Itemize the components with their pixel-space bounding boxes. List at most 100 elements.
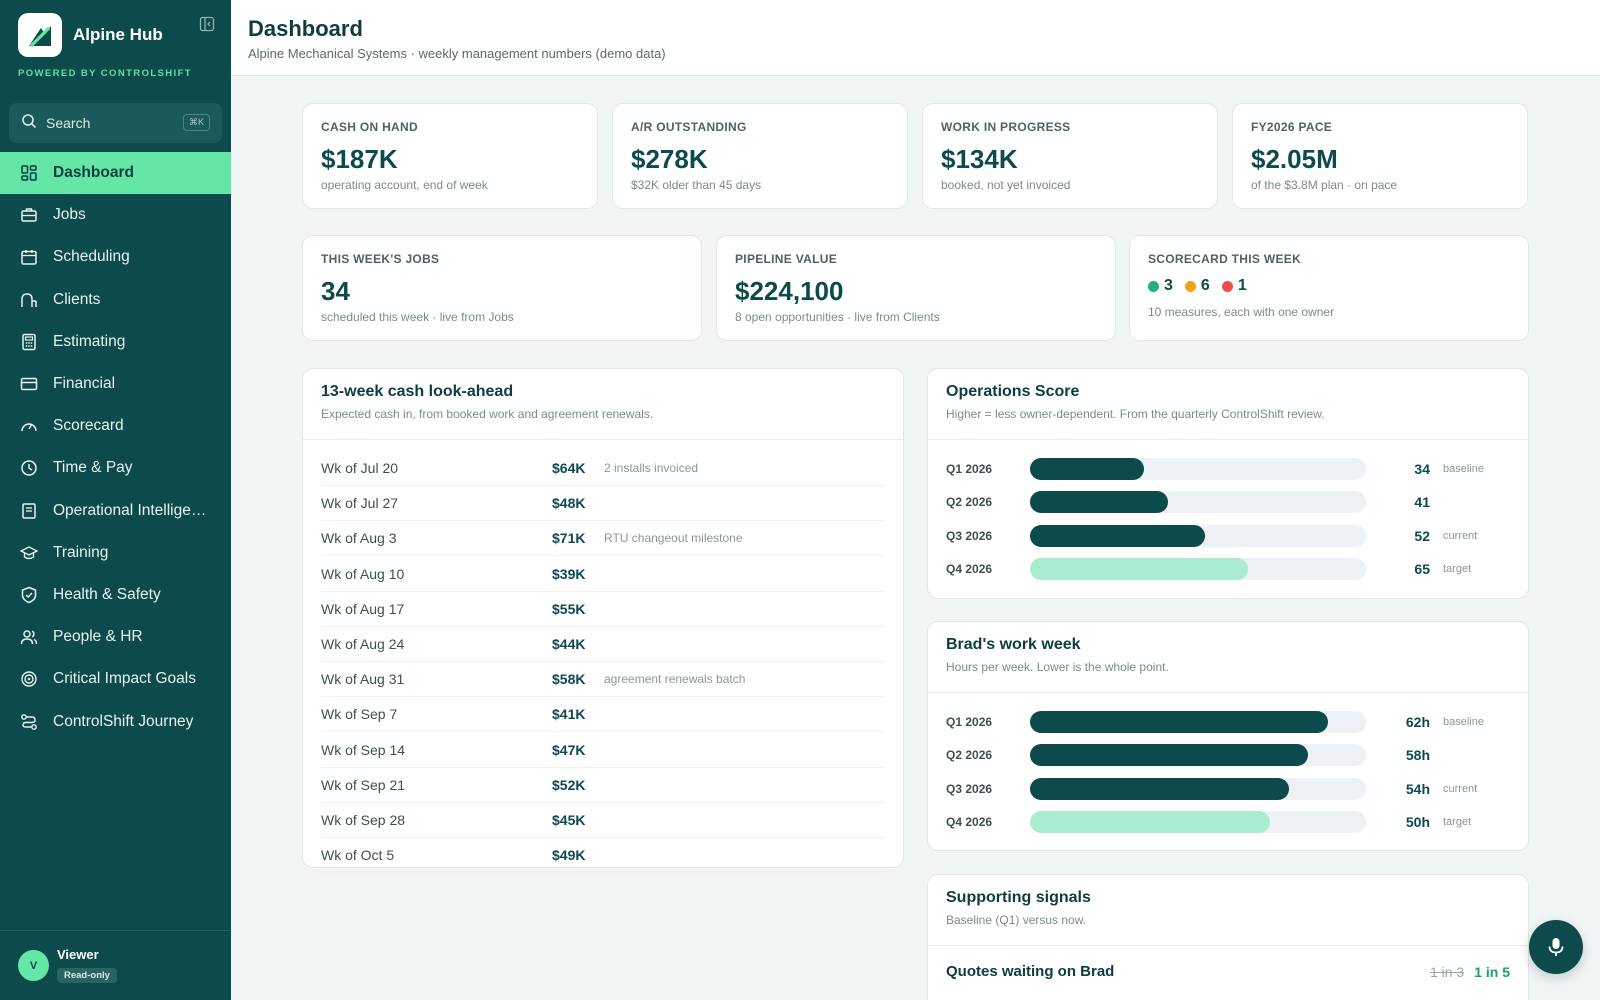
card-header: Brad's work week Hours per week. Lower i…: [946, 636, 1169, 674]
cash-note: RTU changeout milestone: [604, 531, 743, 546]
sidebar-item-critical-impact-goals[interactable]: Critical Impact Goals: [0, 658, 231, 700]
status-amber-count: 6: [1184, 277, 1210, 295]
cash-amount: $48K: [552, 495, 586, 512]
bar-track: [1030, 491, 1366, 514]
bar-row: Q2 2026 58h: [946, 743, 1516, 767]
target-icon: [21, 671, 37, 688]
kpi-label: CASH ON HAND: [321, 120, 418, 134]
table-row: Wk of Aug 3 $71K RTU changeout milestone: [321, 521, 885, 557]
kpi-value: $278K: [631, 144, 708, 174]
cash-amount: $64K: [552, 460, 586, 476]
sidebar-item-estimating[interactable]: Estimating: [0, 321, 231, 363]
kpi-fy2026-pace: FY2026 PACE $2.05M of the $3.8M plan · o…: [1232, 103, 1528, 209]
sidebar-item-label: Operational Intellige…: [53, 501, 207, 519]
clients-icon: [21, 292, 37, 307]
sidebar: Alpine Hub POWERED BY CONTROLSHIFT Searc…: [0, 0, 231, 1000]
bar-quarter-label: Q4 2026: [946, 814, 993, 829]
kpi-label: FY2026 PACE: [1251, 120, 1333, 134]
kpi-this-weeks-jobs: THIS WEEK'S JOBS 34 scheduled this week …: [302, 235, 702, 341]
kpi-value: $187K: [321, 144, 398, 174]
sidebar-item-training[interactable]: Training: [0, 532, 231, 574]
bar-value: 62h: [1405, 714, 1430, 730]
user-panel[interactable]: V Viewer Read-only: [0, 930, 231, 1000]
cash-amount: $47K: [552, 741, 586, 758]
search-input[interactable]: Search ⌘K: [9, 103, 222, 143]
app-name: Alpine Hub: [73, 25, 163, 44]
kpi-work-in-progress: WORK IN PROGRESS $134K booked, not yet i…: [922, 103, 1218, 209]
sidebar-item-scorecard[interactable]: Scorecard: [0, 405, 231, 447]
bar-row: Q2 2026 41: [946, 490, 1516, 514]
kpi-note: booked, not yet invoiced: [941, 178, 1071, 192]
table-row: Wk of Sep 14 $47K: [321, 733, 885, 768]
card-header: Supporting signals Baseline (Q1) versus …: [946, 889, 1091, 927]
cash-week: Wk of Sep 7: [321, 706, 398, 723]
sidebar-item-label: People & HR: [53, 628, 143, 646]
sidebar-item-financial[interactable]: Financial: [0, 363, 231, 405]
kpi-scorecard-this-week: SCORECARD THIS WEEK 3 6 1 10 measures, e…: [1129, 235, 1529, 341]
status-green-count: 3: [1148, 277, 1173, 295]
kpi-value: $2.05M: [1251, 144, 1338, 174]
table-row: Wk of Jul 20 $64K 2 installs invoiced: [321, 451, 885, 486]
card-subtitle: Expected cash in, from booked work and a…: [321, 407, 654, 421]
sidebar-item-scheduling[interactable]: Scheduling: [0, 236, 231, 278]
sidebar-item-controlshift-journey[interactable]: ControlShift Journey: [0, 700, 231, 742]
bar-track: [1030, 744, 1366, 767]
bar-fill: [1030, 524, 1205, 547]
voice-input-button[interactable]: [1529, 920, 1583, 974]
sidebar-item-label: Training: [53, 543, 109, 561]
sidebar-item-operational-intelligence[interactable]: Operational Intellige…: [0, 490, 231, 532]
bar-quarter-label: Q1 2026: [946, 462, 993, 476]
powered-by: POWERED BY CONTROLSHIFT: [18, 68, 192, 79]
work-week-card: Brad's work week Hours per week. Lower i…: [927, 621, 1529, 851]
kpi-note: scheduled this week · live from Jobs: [321, 310, 514, 324]
bar-row: Q1 2026 62h baseline: [946, 710, 1516, 734]
cash-week: Wk of Aug 24: [321, 636, 405, 652]
bar-track: [1030, 777, 1366, 800]
sidebar-item-dashboard[interactable]: Dashboard: [0, 152, 231, 195]
bar-row: Q3 2026 52 current: [946, 524, 1516, 548]
microphone-icon: [1548, 938, 1564, 956]
signal-current-value: 1 in 5: [1474, 963, 1510, 980]
sidebar-item-clients[interactable]: Clients: [0, 279, 231, 321]
red-dot-icon: [1221, 280, 1233, 292]
brand[interactable]: Alpine Hub: [18, 13, 163, 57]
bar-fill: [1030, 711, 1328, 733]
table-row: Wk of Aug 10 $39K: [321, 557, 885, 592]
collapse-sidebar-icon[interactable]: [199, 16, 215, 32]
bar-track: [1030, 711, 1366, 733]
cash-amount: $39K: [552, 565, 586, 582]
gauge-icon: [21, 423, 37, 432]
cash-amount: $49K: [552, 847, 586, 864]
sidebar-item-time-pay[interactable]: Time & Pay: [0, 447, 231, 489]
search-icon: [21, 113, 37, 134]
card-title: Brad's work week: [946, 636, 1081, 653]
cash-amount: $52K: [552, 776, 586, 793]
role-badge: Read-only: [57, 968, 117, 983]
page-title: Dashboard: [248, 16, 363, 41]
bar-track: [1030, 557, 1366, 580]
sidebar-item-label: Financial: [53, 375, 116, 393]
page-header: Dashboard Alpine Mechanical Systems · we…: [231, 0, 1600, 76]
bar-fill: [1030, 777, 1290, 800]
table-row: Wk of Oct 5 $49K: [321, 838, 885, 874]
bar-tag: baseline: [1443, 463, 1484, 475]
kpi-label: THIS WEEK'S JOBS: [321, 252, 440, 266]
bar-quarter-label: Q3 2026: [946, 528, 993, 543]
sidebar-item-jobs[interactable]: Jobs: [0, 194, 231, 236]
cash-amount: $45K: [552, 812, 586, 828]
divider: [303, 439, 903, 440]
cash-note: agreement renewals batch: [604, 672, 746, 687]
dashboard-icon: [21, 165, 37, 181]
divider: [928, 945, 1528, 946]
sidebar-item-people-hr[interactable]: People & HR: [0, 616, 231, 658]
kpi-label: SCORECARD THIS WEEK: [1148, 252, 1302, 266]
sidebar-item-health-safety[interactable]: Health & Safety: [0, 574, 231, 616]
people-icon: [20, 630, 38, 645]
kpi-label: PIPELINE VALUE: [735, 252, 837, 266]
kpi-label: A/R OUTSTANDING: [631, 120, 747, 134]
cash-week: Wk of Sep 14: [321, 741, 406, 758]
briefcase-icon: [21, 208, 37, 223]
search-placeholder: Search: [46, 115, 91, 131]
sidebar-item-label: Scorecard: [53, 417, 124, 435]
supporting-signals-card: Supporting signals Baseline (Q1) versus …: [927, 874, 1529, 1000]
